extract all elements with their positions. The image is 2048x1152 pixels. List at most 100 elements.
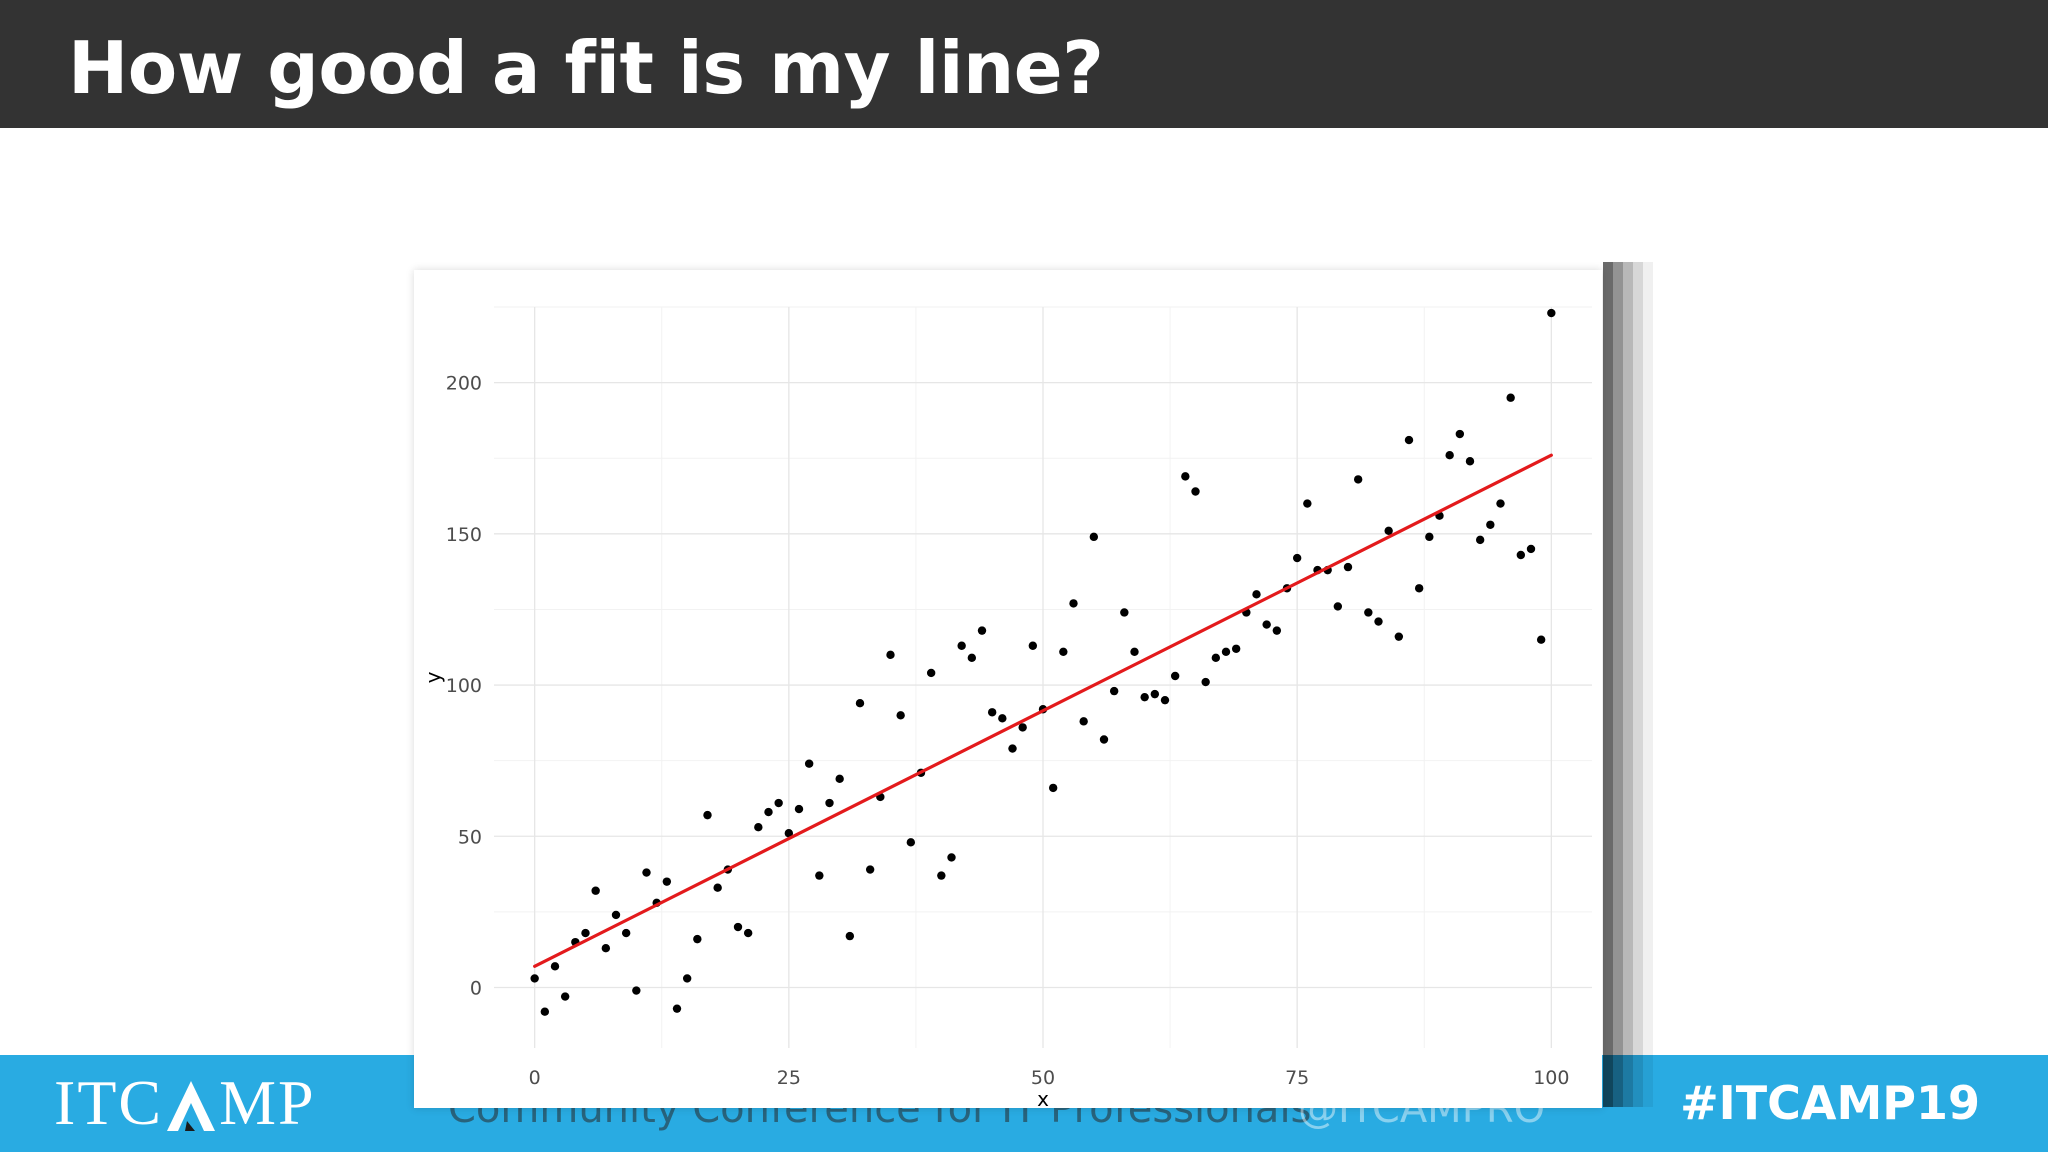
data-point — [1526, 544, 1536, 554]
data-point — [855, 699, 865, 708]
data-point — [1343, 562, 1353, 572]
data-point — [733, 922, 743, 932]
data-point — [1547, 308, 1556, 318]
scatter-plot-card: 0 25 50 75 100 0 50 100 150 200 x y — [414, 270, 1602, 1108]
data-point — [1109, 686, 1119, 696]
data-point — [906, 838, 916, 847]
data-point — [662, 877, 672, 886]
data-point — [1181, 472, 1190, 481]
data-point — [1292, 553, 1302, 563]
data-point — [754, 823, 763, 832]
y-tick-label: 200 — [446, 373, 482, 395]
data-point — [632, 986, 641, 995]
logo-a-triangle-icon — [165, 1075, 217, 1131]
data-point — [1008, 744, 1017, 753]
data-point — [1272, 626, 1282, 635]
data-point — [774, 798, 783, 808]
data-point — [1130, 647, 1139, 656]
data-point — [937, 871, 946, 880]
scatter-plot: 0 25 50 75 100 0 50 100 150 200 x y — [421, 306, 1592, 1108]
data-point — [1303, 499, 1312, 508]
data-point — [886, 650, 895, 660]
data-point — [1191, 487, 1200, 496]
data-point — [977, 626, 987, 635]
data-point — [987, 708, 997, 717]
data-point — [815, 871, 824, 880]
data-point — [896, 711, 905, 720]
data-point — [550, 962, 560, 971]
data-point — [764, 807, 773, 817]
data-point — [835, 774, 844, 784]
y-tick-label: 50 — [458, 826, 482, 848]
plot-shadow — [428, 262, 1653, 1107]
slide-title: How good a fit is my line? — [68, 26, 1104, 110]
data-point — [591, 886, 600, 895]
x-tick-label: 0 — [529, 1067, 541, 1089]
data-point — [601, 943, 611, 953]
data-point — [1211, 653, 1221, 663]
data-point — [1079, 717, 1088, 726]
data-point — [1374, 617, 1383, 626]
data-point — [957, 641, 966, 650]
data-point — [743, 928, 753, 938]
data-point — [1018, 723, 1027, 732]
data-point — [1465, 457, 1475, 466]
data-point — [794, 804, 804, 814]
data-point — [1475, 535, 1485, 545]
data-point — [1414, 584, 1424, 593]
data-point — [1089, 532, 1099, 542]
data-point — [967, 653, 977, 663]
data-point — [1353, 475, 1363, 484]
y-axis-title: y — [421, 671, 445, 683]
data-point — [1028, 641, 1038, 650]
data-point — [611, 910, 621, 920]
data-point — [926, 668, 936, 678]
data-point — [693, 934, 702, 944]
data-point — [672, 1004, 682, 1013]
regression-fit-line — [533, 453, 1553, 968]
data-point — [1384, 526, 1393, 536]
data-point — [1394, 632, 1404, 641]
data-point — [1445, 451, 1454, 460]
data-point — [1425, 532, 1434, 542]
x-tick-label: 50 — [1031, 1067, 1055, 1089]
data-point — [1221, 647, 1231, 656]
x-tick-label: 100 — [1533, 1067, 1569, 1089]
data-point — [1486, 520, 1495, 529]
y-tick-label: 100 — [446, 675, 482, 697]
data-point — [1160, 695, 1170, 705]
data-point — [1048, 783, 1058, 793]
data-point — [1333, 602, 1343, 611]
data-point — [1404, 435, 1414, 445]
itcamp-logo: ITC MP — [54, 1067, 316, 1138]
data-point — [581, 928, 590, 938]
data-point — [530, 974, 539, 983]
data-point — [560, 992, 570, 1001]
data-point — [1364, 608, 1373, 617]
y-tick-label: 0 — [470, 978, 482, 1000]
x-tick-label: 25 — [777, 1067, 801, 1089]
data-point — [845, 931, 855, 941]
event-hashtag: #ITCAMP19 — [1680, 1076, 1980, 1130]
x-tick-label: 75 — [1285, 1067, 1309, 1089]
data-point — [1262, 620, 1271, 629]
data-point — [1140, 692, 1149, 702]
data-point — [703, 810, 712, 820]
data-point — [1059, 647, 1068, 656]
data-point — [1069, 599, 1078, 608]
data-point — [1150, 689, 1160, 699]
data-point — [825, 798, 834, 808]
data-point — [682, 974, 692, 983]
data-point — [1455, 429, 1465, 439]
data-point — [642, 868, 651, 877]
data-point — [621, 928, 631, 938]
data-point — [1231, 644, 1241, 653]
data-point — [1506, 393, 1515, 402]
data-point — [713, 883, 722, 892]
data-point — [540, 1007, 550, 1016]
data-point — [1170, 671, 1180, 681]
y-tick-label: 150 — [446, 524, 482, 546]
title-bar: How good a fit is my line? — [0, 0, 2048, 128]
x-axis-title: x — [1037, 1087, 1049, 1108]
data-point — [998, 714, 1007, 723]
